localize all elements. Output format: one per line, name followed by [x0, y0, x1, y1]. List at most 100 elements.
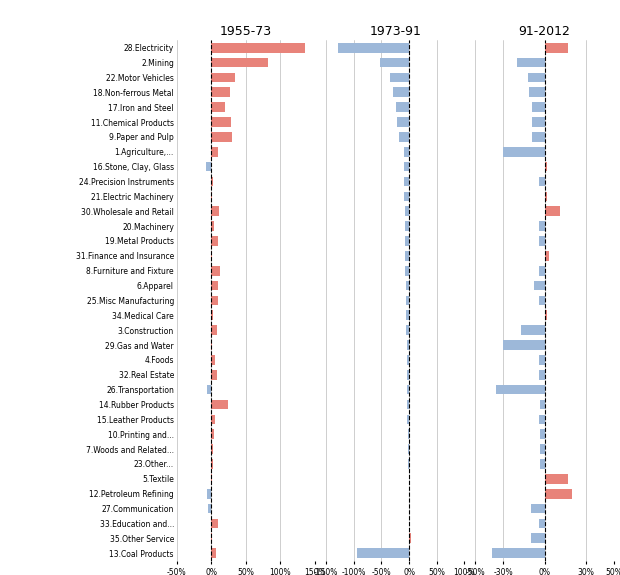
Bar [207, 489, 211, 499]
Bar [211, 102, 225, 112]
Bar [407, 385, 409, 394]
Bar [517, 58, 544, 67]
Bar [539, 221, 544, 231]
Bar [211, 549, 216, 558]
Bar [211, 400, 228, 409]
Bar [541, 400, 544, 409]
Bar [521, 325, 544, 335]
Bar [211, 325, 217, 335]
Bar [211, 474, 212, 484]
Bar [528, 72, 544, 82]
Bar [404, 162, 409, 171]
Bar [404, 191, 409, 201]
Title: 1973-91: 1973-91 [370, 25, 421, 38]
Bar [206, 162, 211, 171]
Bar [539, 370, 544, 380]
Bar [211, 132, 232, 141]
Bar [539, 296, 544, 305]
Bar [208, 504, 211, 513]
Bar [211, 310, 213, 320]
Bar [408, 430, 409, 439]
Bar [396, 102, 409, 112]
Bar [406, 325, 409, 335]
Bar [539, 236, 544, 246]
Bar [207, 385, 211, 394]
Bar [211, 72, 235, 82]
Bar [211, 296, 218, 305]
Bar [211, 206, 219, 216]
Bar [211, 147, 218, 156]
Bar [390, 72, 409, 82]
Bar [211, 117, 231, 127]
Bar [532, 102, 544, 112]
Bar [544, 251, 549, 260]
Bar [211, 191, 212, 201]
Bar [408, 444, 409, 454]
Bar [405, 206, 409, 216]
Bar [544, 474, 568, 484]
Bar [211, 519, 218, 528]
Bar [544, 191, 547, 201]
Bar [503, 340, 544, 350]
Bar [541, 444, 544, 454]
Bar [211, 251, 212, 260]
Bar [405, 266, 409, 275]
Bar [356, 549, 409, 558]
Bar [211, 340, 212, 350]
Title: 1955-73: 1955-73 [220, 25, 272, 38]
Bar [531, 534, 544, 543]
Bar [544, 43, 568, 52]
Bar [544, 162, 547, 171]
Bar [496, 385, 544, 394]
Bar [211, 281, 218, 290]
Bar [405, 236, 409, 246]
Bar [407, 400, 409, 409]
Bar [339, 43, 409, 52]
Bar [532, 117, 544, 127]
Bar [407, 355, 409, 365]
Bar [211, 177, 213, 186]
Bar [539, 177, 544, 186]
Bar [544, 206, 560, 216]
Bar [539, 519, 544, 528]
Bar [399, 132, 409, 141]
Bar [211, 266, 219, 275]
Bar [503, 147, 544, 156]
Bar [532, 132, 544, 141]
Bar [211, 444, 213, 454]
Bar [211, 459, 213, 469]
Bar [544, 489, 572, 499]
Bar [405, 221, 409, 231]
Bar [541, 430, 544, 439]
Bar [408, 459, 409, 469]
Bar [529, 87, 544, 97]
Bar [404, 177, 409, 186]
Bar [406, 310, 409, 320]
Bar [407, 340, 409, 350]
Bar [211, 43, 304, 52]
Bar [405, 251, 409, 260]
Bar [404, 147, 409, 156]
Bar [211, 58, 268, 67]
Bar [211, 370, 217, 380]
Bar [211, 87, 230, 97]
Bar [211, 236, 218, 246]
Title: 91-2012: 91-2012 [519, 25, 570, 38]
Bar [539, 415, 544, 424]
Bar [492, 549, 544, 558]
Bar [380, 58, 409, 67]
Bar [539, 266, 544, 275]
Bar [409, 534, 410, 543]
Bar [393, 87, 409, 97]
Bar [405, 281, 409, 290]
Bar [407, 370, 409, 380]
Bar [397, 117, 409, 127]
Bar [211, 430, 214, 439]
Bar [544, 310, 547, 320]
Bar [407, 415, 409, 424]
Bar [406, 296, 409, 305]
Bar [541, 459, 544, 469]
Bar [534, 281, 544, 290]
Bar [211, 221, 214, 231]
Bar [211, 355, 215, 365]
